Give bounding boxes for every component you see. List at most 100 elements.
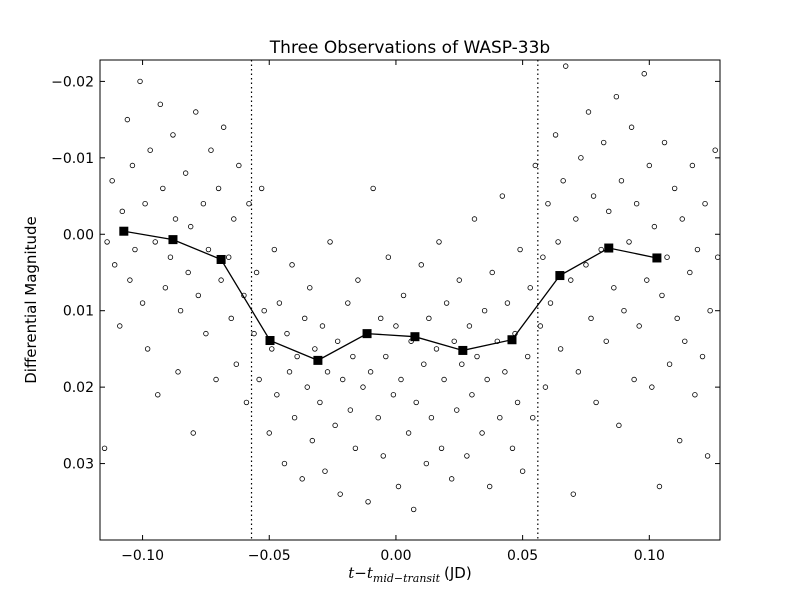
data-point [423, 460, 430, 467]
data-point [606, 208, 612, 215]
data-point [322, 468, 328, 474]
data-point [157, 101, 164, 108]
y-tick-label: 0.03 [63, 457, 94, 473]
binned-point [458, 345, 468, 355]
data-point [124, 116, 131, 123]
data-point [418, 262, 424, 268]
data-point [383, 353, 389, 360]
data-point [215, 185, 222, 192]
data-point [132, 246, 138, 253]
data-point [661, 139, 668, 146]
data-point [646, 162, 653, 169]
data-point [190, 430, 196, 436]
x-axis-label-unit: (JD) [444, 564, 472, 582]
data-point [666, 361, 673, 367]
data-point [555, 239, 561, 245]
data-point [436, 239, 442, 245]
data-point [621, 308, 627, 314]
data-point [677, 437, 683, 444]
binned-point [265, 336, 275, 346]
data-point [641, 71, 647, 77]
data-point [347, 407, 354, 413]
data-point [519, 468, 526, 474]
data-point [573, 216, 579, 222]
data-point [557, 346, 564, 352]
data-point [228, 315, 234, 322]
data-point [385, 254, 392, 260]
data-point [466, 323, 473, 329]
data-point [172, 216, 179, 222]
data-point [398, 376, 404, 383]
data-point [601, 139, 607, 146]
data-point [226, 254, 232, 260]
data-point [350, 353, 356, 360]
y-tick-label: 0.02 [63, 380, 94, 396]
data-point [636, 323, 642, 329]
data-point [289, 262, 295, 268]
data-point [213, 376, 219, 383]
data-point [410, 506, 417, 513]
data-point [651, 223, 658, 230]
x-axis-label: t−tmid−transit (JD) [348, 564, 471, 585]
binned-point [313, 355, 323, 365]
data-point [390, 392, 397, 398]
data-point [393, 323, 399, 329]
data-point [474, 353, 480, 360]
data-point [208, 147, 214, 153]
data-point [679, 216, 685, 222]
data-point [246, 200, 252, 207]
data-point [367, 369, 374, 375]
data-point [428, 415, 435, 421]
data-point [127, 277, 133, 283]
binned-line [123, 230, 658, 362]
data-point [469, 392, 475, 398]
data-point [687, 269, 693, 276]
data-point [707, 308, 713, 314]
data-point [590, 193, 597, 199]
data-point [231, 216, 237, 222]
data-point [152, 239, 158, 245]
data-point [702, 200, 708, 207]
data-point [334, 338, 341, 344]
data-point [378, 315, 384, 322]
data-point [137, 78, 143, 85]
data-point [175, 369, 181, 375]
data-point [170, 132, 176, 138]
data-point [441, 376, 447, 383]
data-point [370, 185, 376, 192]
data-point [560, 178, 566, 184]
data-point [294, 353, 300, 360]
x-axis-label-main: t−t [348, 564, 374, 582]
data-point [405, 430, 412, 436]
data-point [659, 292, 665, 299]
data-point [413, 399, 419, 406]
binned-point [507, 335, 517, 345]
data-point [269, 346, 275, 352]
data-point [588, 315, 594, 322]
data-point [147, 147, 153, 153]
data-point [243, 399, 250, 406]
data-point [502, 369, 508, 375]
data-point [471, 216, 478, 222]
data-point [509, 445, 516, 451]
x-tick-label: −0.10 [121, 548, 164, 564]
data-point [266, 430, 272, 436]
data-point [400, 292, 407, 299]
data-point [433, 346, 440, 352]
data-point [317, 399, 323, 406]
data-point [142, 200, 148, 207]
data-point [162, 285, 169, 291]
data-point [421, 361, 427, 367]
data-point [497, 415, 503, 421]
data-point [499, 193, 506, 199]
data-point [527, 285, 533, 291]
data-point [104, 239, 110, 245]
data-point [618, 178, 625, 184]
data-point [694, 246, 701, 253]
data-point [324, 369, 331, 375]
data-point [547, 300, 554, 306]
data-point [167, 254, 174, 260]
data-point [532, 162, 538, 169]
data-point [671, 185, 678, 192]
data-point [552, 132, 559, 138]
